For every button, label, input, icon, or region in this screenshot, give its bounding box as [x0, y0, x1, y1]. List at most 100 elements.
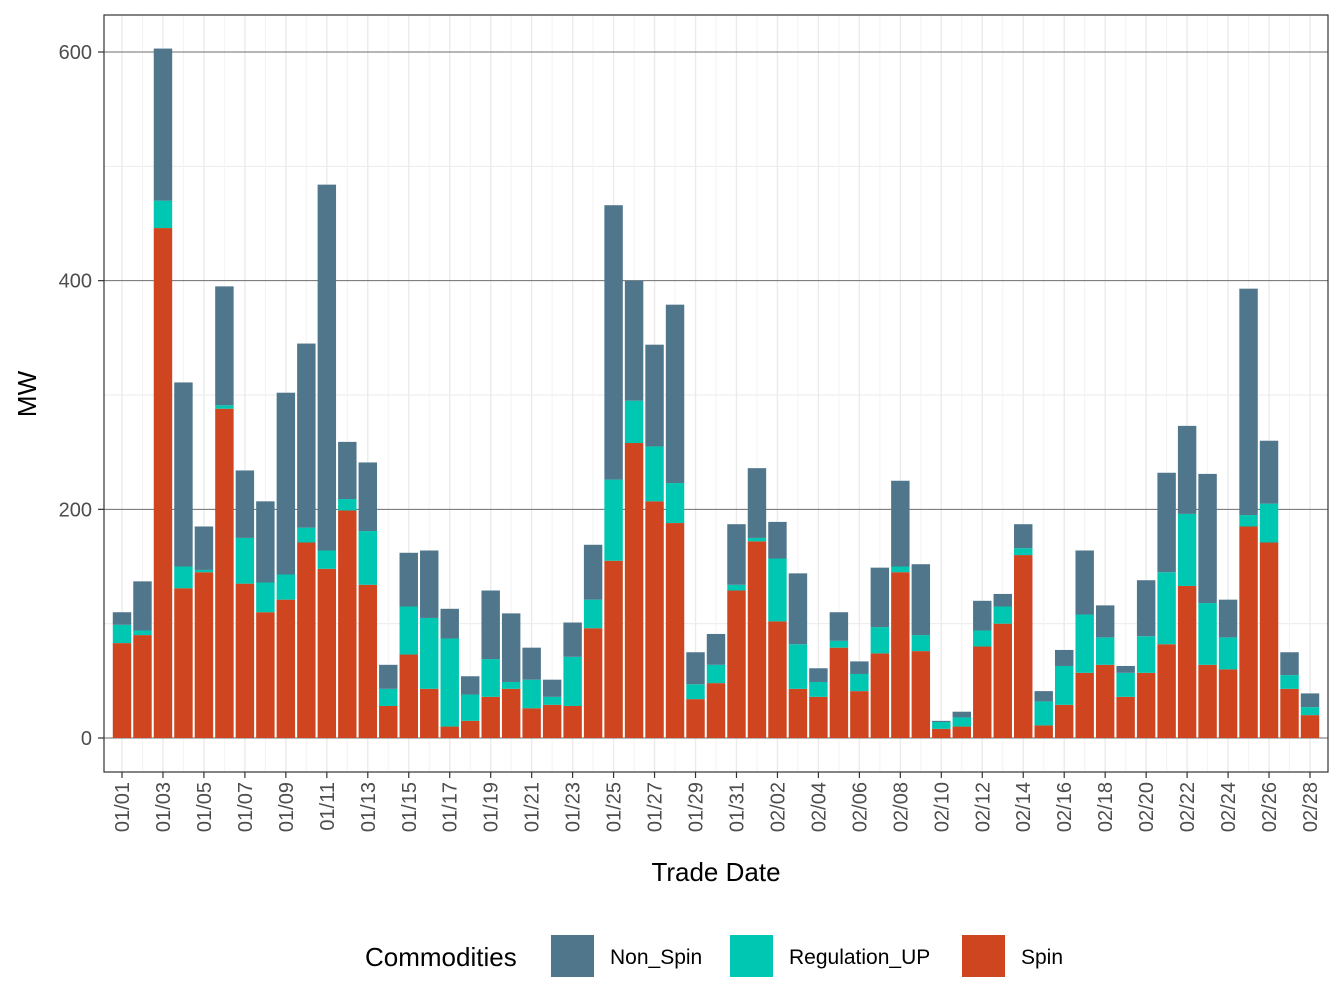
bar-regulation-up-01-26 [624, 400, 644, 444]
bar-non-spin-01-29 [686, 652, 705, 685]
bar-regulation-up-01-04 [174, 566, 193, 589]
legend-title: Commodities [365, 942, 517, 972]
bar-spin-01-22 [542, 704, 562, 738]
x-tick-label: 02/12 [972, 782, 994, 832]
y-tick-label: 200 [59, 499, 92, 521]
y-axis-title: MW [12, 370, 42, 417]
bar-regulation-up-01-17 [440, 638, 459, 727]
bar-spin-02-16 [1054, 704, 1074, 738]
y-tick-label: 0 [81, 728, 92, 750]
bar-spin-02-02 [768, 621, 787, 738]
bar-regulation-up-01-30 [706, 664, 726, 684]
bar-regulation-up-01-21 [522, 679, 541, 709]
legend-key-non-spin [551, 935, 594, 977]
bar-non-spin-01-22 [542, 679, 562, 697]
bar-spin-01-17 [440, 726, 459, 738]
bar-regulation-up-02-04 [809, 681, 828, 697]
bar-regulation-up-02-19 [1116, 672, 1135, 697]
bar-spin-02-17 [1075, 672, 1094, 738]
x-tick-label: 01/01 [112, 782, 134, 832]
y-axis: 0 200 400 600 [59, 42, 104, 750]
bar-regulation-up-02-28 [1300, 707, 1320, 716]
bar-regulation-up-01-08 [256, 582, 275, 613]
bar-non-spin-02-13 [993, 593, 1012, 607]
bar-spin-01-23 [563, 705, 582, 738]
bar-regulation-up-02-21 [1157, 572, 1176, 645]
bar-spin-02-01 [747, 541, 767, 738]
bar-non-spin-02-24 [1218, 599, 1238, 638]
bar-spin-01-09 [276, 599, 296, 738]
bar-regulation-up-02-05 [829, 640, 849, 648]
bar-non-spin-02-14 [1014, 524, 1033, 549]
bar-regulation-up-01-16 [420, 617, 439, 689]
bar-spin-01-19 [481, 696, 500, 738]
bar-regulation-up-01-14 [379, 688, 398, 706]
bar-regulation-up-01-25 [604, 479, 623, 561]
bar-spin-01-08 [256, 612, 275, 738]
x-tick-label: 02/10 [931, 782, 953, 832]
x-tick-label: 02/26 [1259, 782, 1281, 832]
x-tick-label: 02/20 [1136, 782, 1158, 832]
bar-regulation-up-02-20 [1136, 636, 1156, 673]
bar-spin-02-22 [1177, 585, 1197, 738]
bar-non-spin-02-01 [747, 468, 767, 538]
x-tick-label: 01/29 [686, 782, 708, 832]
bar-regulation-up-01-11 [317, 550, 337, 569]
bar-regulation-up-02-18 [1095, 637, 1115, 665]
bar-non-spin-01-11 [317, 184, 337, 551]
bar-regulation-up-01-07 [235, 537, 255, 584]
bar-regulation-up-02-08 [891, 566, 910, 573]
bar-non-spin-02-03 [788, 573, 808, 645]
legend-label: Non_Spin [610, 946, 702, 969]
x-axis: 01/01 01/03 01/05 01/07 01/09 01/11 01/13 01/15… [112, 772, 1322, 832]
bar-non-spin-01-27 [645, 344, 664, 447]
x-tick-label: 02/06 [849, 782, 871, 832]
bar-spin-01-29 [686, 699, 705, 738]
bar-regulation-up-02-25 [1239, 515, 1258, 527]
bar-non-spin-01-13 [358, 462, 378, 532]
bar-non-spin-01-15 [399, 552, 418, 607]
x-tick-label: 01/07 [235, 782, 257, 832]
bar-regulation-up-01-20 [501, 681, 521, 689]
legend-label: Spin [1021, 946, 1063, 969]
bar-non-spin-02-07 [870, 567, 890, 628]
bar-regulation-up-01-01 [112, 624, 132, 644]
bar-regulation-up-02-02 [768, 558, 787, 622]
bar-non-spin-01-01 [112, 612, 132, 625]
bar-regulation-up-01-19 [481, 659, 500, 697]
bar-non-spin-01-23 [563, 622, 582, 657]
bar-regulation-up-01-10 [297, 527, 316, 543]
bar-regulation-up-01-03 [153, 200, 173, 229]
bar-regulation-up-02-24 [1218, 637, 1238, 670]
bar-non-spin-02-26 [1259, 440, 1279, 504]
bar-regulation-up-01-18 [460, 694, 480, 721]
bar-regulation-up-01-06 [215, 405, 234, 409]
bar-spin-01-16 [420, 688, 439, 738]
bar-spin-02-25 [1239, 526, 1258, 738]
bar-non-spin-02-12 [973, 600, 992, 631]
x-tick-label: 01/23 [563, 782, 585, 832]
bar-regulation-up-02-17 [1075, 614, 1094, 673]
bar-spin-02-06 [850, 691, 869, 738]
x-tick-label: 02/16 [1054, 782, 1076, 832]
bar-non-spin-01-03 [153, 48, 173, 201]
x-axis-title: Trade Date [651, 857, 780, 887]
bar-regulation-up-01-23 [563, 656, 582, 706]
bar-non-spin-02-02 [768, 521, 787, 559]
bar-spin-02-13 [993, 623, 1012, 738]
bar-non-spin-02-27 [1280, 652, 1299, 676]
bar-non-spin-01-28 [665, 304, 685, 484]
bar-regulation-up-01-13 [358, 531, 378, 585]
bar-non-spin-01-14 [379, 664, 398, 689]
bar-spin-01-04 [174, 588, 193, 738]
bar-spin-01-01 [112, 643, 132, 738]
bar-non-spin-01-08 [256, 501, 275, 583]
bar-spin-02-12 [973, 646, 992, 738]
bar-spin-02-08 [891, 572, 910, 738]
bar-regulation-up-01-22 [542, 696, 562, 705]
bar-non-spin-02-10 [932, 720, 951, 722]
x-tick-label: 01/09 [276, 782, 298, 832]
bar-non-spin-02-25 [1239, 288, 1258, 516]
bar-non-spin-02-16 [1054, 649, 1074, 666]
